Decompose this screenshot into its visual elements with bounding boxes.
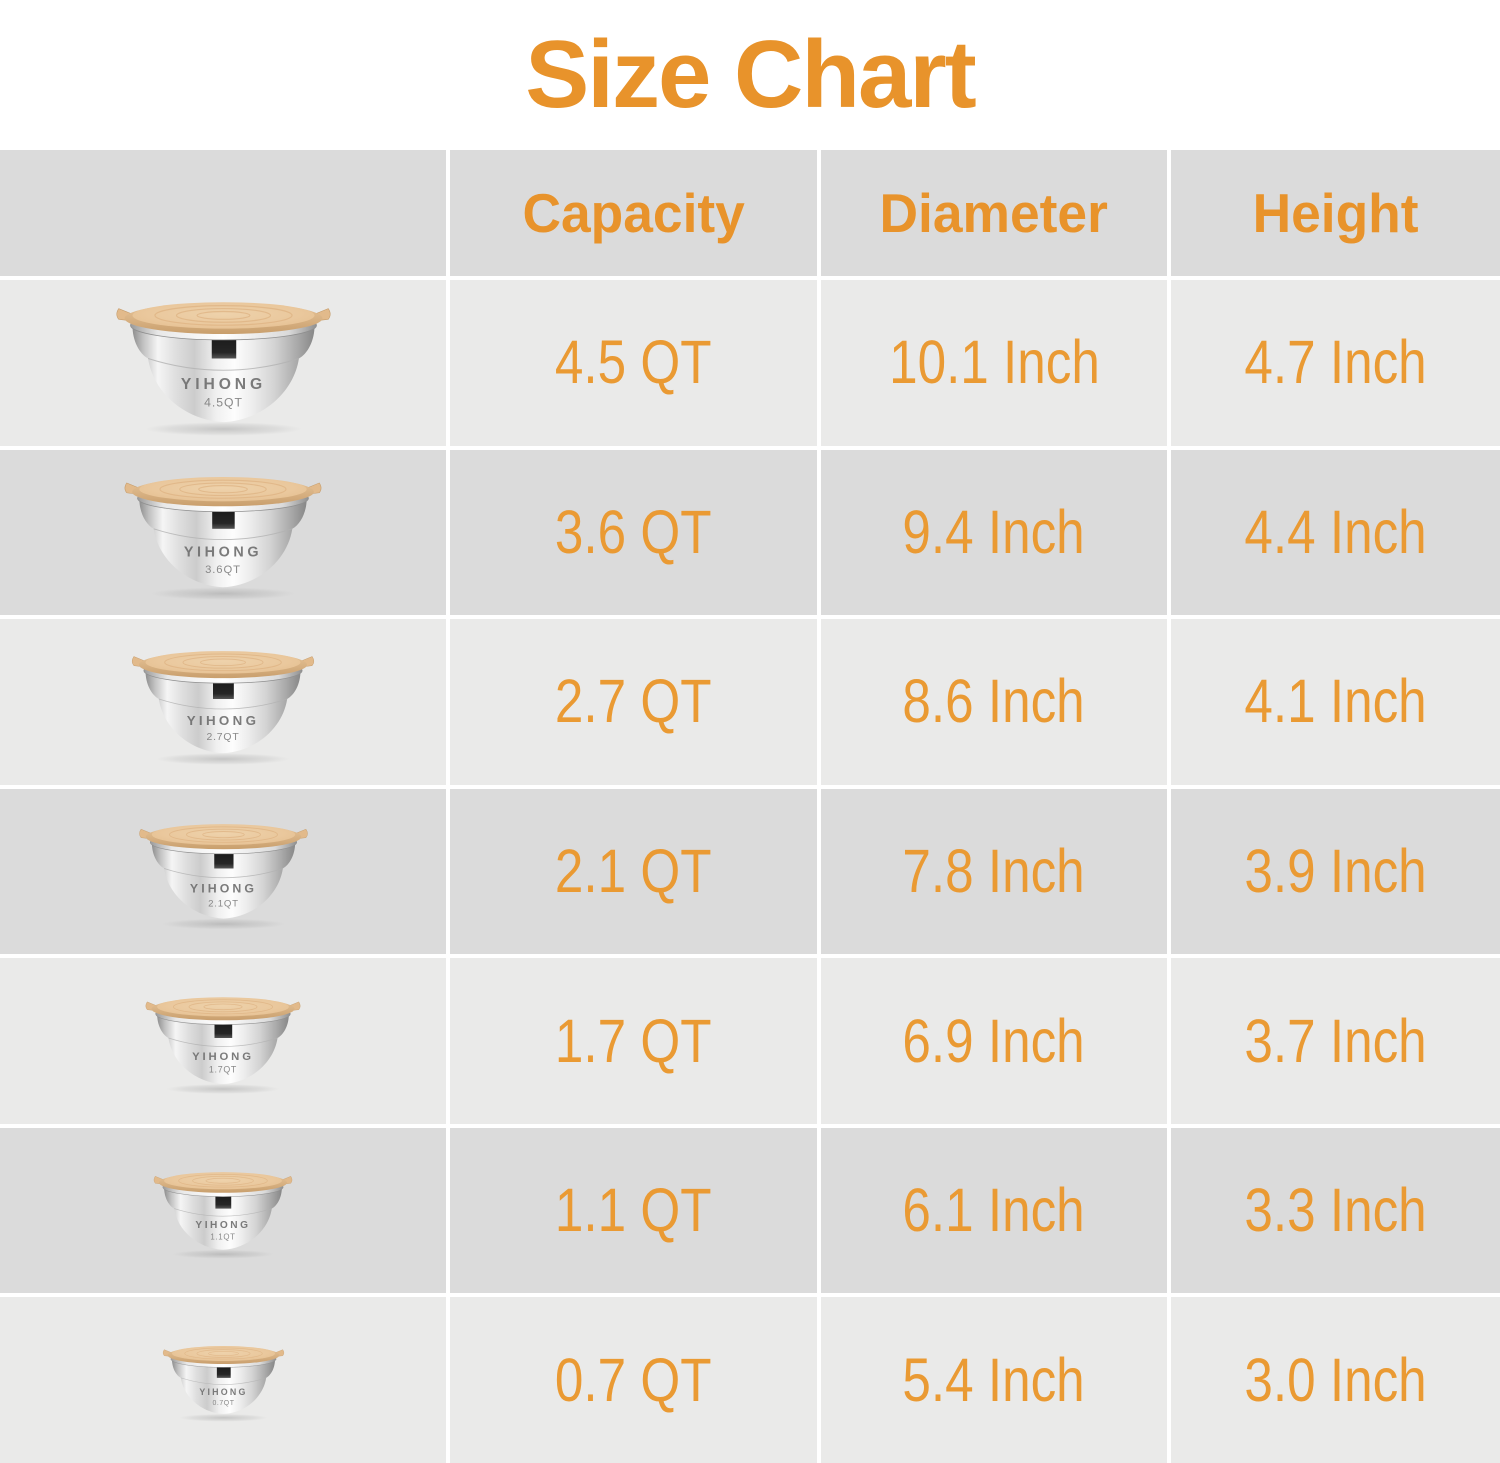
header-bowl-cell <box>0 150 446 276</box>
capacity-value: 1.7 QT <box>555 1006 712 1075</box>
column-header-diameter: Diameter <box>821 150 1167 276</box>
title-bar: Size Chart <box>0 0 1500 150</box>
height-value: 4.1 Inch <box>1244 667 1427 736</box>
bowl-brand-label: YIHONG <box>187 712 260 727</box>
height-cell: 3.3 Inch <box>1171 1127 1500 1294</box>
capacity-cell: 0.7 QT <box>450 1297 817 1463</box>
bowl-brand-label: YIHONG <box>199 1387 247 1397</box>
size-table: Capacity Diameter Height YIHONG 4.5QT <box>0 150 1500 1463</box>
column-header-label: Capacity <box>522 181 745 244</box>
capacity-value: 3.6 QT <box>555 497 712 566</box>
bowl-brand-label: YIHONG <box>189 881 256 895</box>
mixing-bowl-image: YIHONG 2.7QT <box>131 650 315 765</box>
mixing-bowl-image: YIHONG 2.1QT <box>138 824 308 930</box>
column-header-height: Height <box>1171 150 1500 276</box>
capacity-value: 4.5 QT <box>555 328 712 397</box>
bowl-brand-label: YIHONG <box>195 1220 250 1231</box>
diameter-cell: 6.9 Inch <box>821 958 1167 1124</box>
capacity-cell: 1.1 QT <box>450 1127 817 1294</box>
diameter-cell: 6.1 Inch <box>821 1127 1167 1294</box>
mixing-bowl-image: YIHONG 0.7QT <box>162 1346 284 1422</box>
column-header-label: Diameter <box>879 181 1109 244</box>
diameter-cell: 10.1 Inch <box>821 280 1167 446</box>
capacity-value: 1.1 QT <box>555 1176 712 1245</box>
bowl-cell: YIHONG 2.7QT <box>0 619 446 785</box>
diameter-cell: 9.4 Inch <box>821 449 1167 616</box>
capacity-cell: 3.6 QT <box>450 449 817 616</box>
bowl-cell: YIHONG 1.7QT <box>0 958 446 1124</box>
diameter-cell: 8.6 Inch <box>821 619 1167 785</box>
diameter-value: 5.4 Inch <box>902 1345 1086 1414</box>
height-cell: 3.9 Inch <box>1171 788 1500 955</box>
height-cell: 4.7 Inch <box>1171 280 1500 446</box>
bowl-cell: YIHONG 3.6QT <box>0 449 446 616</box>
bowl-cell: YIHONG 0.7QT <box>0 1297 446 1463</box>
height-value: 3.3 Inch <box>1244 1176 1427 1245</box>
capacity-value: 0.7 QT <box>555 1345 712 1414</box>
height-value: 3.0 Inch <box>1244 1345 1427 1414</box>
bowl-size-label: 2.1QT <box>208 898 239 909</box>
bowl-size-label: 4.5QT <box>204 396 243 410</box>
height-cell: 3.7 Inch <box>1171 958 1500 1124</box>
diameter-value: 6.1 Inch <box>902 1176 1086 1245</box>
height-value: 4.7 Inch <box>1244 328 1427 397</box>
page-title: Size Chart <box>525 21 976 128</box>
diameter-value: 8.6 Inch <box>902 667 1086 736</box>
diameter-value: 6.9 Inch <box>902 1006 1086 1075</box>
diameter-cell: 5.4 Inch <box>821 1297 1167 1463</box>
height-value: 4.4 Inch <box>1244 497 1427 566</box>
height-value: 3.7 Inch <box>1244 1006 1427 1075</box>
diameter-value: 9.4 Inch <box>902 497 1086 566</box>
bowl-brand-label: YIHONG <box>184 545 262 561</box>
mixing-bowl-image: YIHONG 4.5QT <box>115 302 331 437</box>
height-cell: 4.1 Inch <box>1171 619 1500 785</box>
height-value: 3.9 Inch <box>1244 836 1427 905</box>
capacity-cell: 2.7 QT <box>450 619 817 785</box>
diameter-value: 7.8 Inch <box>902 836 1086 905</box>
capacity-cell: 1.7 QT <box>450 958 817 1124</box>
bowl-cell: YIHONG 4.5QT <box>0 280 446 446</box>
diameter-cell: 7.8 Inch <box>821 788 1167 955</box>
bowl-size-label: 1.1QT <box>210 1232 235 1241</box>
capacity-cell: 4.5 QT <box>450 280 817 446</box>
bowl-size-label: 3.6QT <box>205 564 241 576</box>
capacity-value: 2.1 QT <box>555 836 712 905</box>
bowl-size-label: 1.7QT <box>209 1065 237 1075</box>
column-header-capacity: Capacity <box>450 150 817 276</box>
bowl-size-label: 0.7QT <box>212 1400 234 1407</box>
diameter-value: 10.1 Inch <box>888 328 1100 397</box>
height-cell: 4.4 Inch <box>1171 449 1500 616</box>
bowl-size-label: 2.7QT <box>206 731 239 742</box>
capacity-value: 2.7 QT <box>555 667 712 736</box>
mixing-bowl-image: YIHONG 1.7QT <box>145 997 301 1095</box>
bowl-cell: YIHONG 2.1QT <box>0 788 446 955</box>
mixing-bowl-image: YIHONG 3.6QT <box>124 477 322 600</box>
height-cell: 3.0 Inch <box>1171 1297 1500 1463</box>
bowl-brand-label: YIHONG <box>180 376 265 393</box>
column-header-label: Height <box>1252 181 1419 244</box>
bowl-cell: YIHONG 1.1QT <box>0 1127 446 1294</box>
capacity-cell: 2.1 QT <box>450 788 817 955</box>
bowl-brand-label: YIHONG <box>192 1051 254 1063</box>
mixing-bowl-image: YIHONG 1.1QT <box>153 1171 293 1259</box>
